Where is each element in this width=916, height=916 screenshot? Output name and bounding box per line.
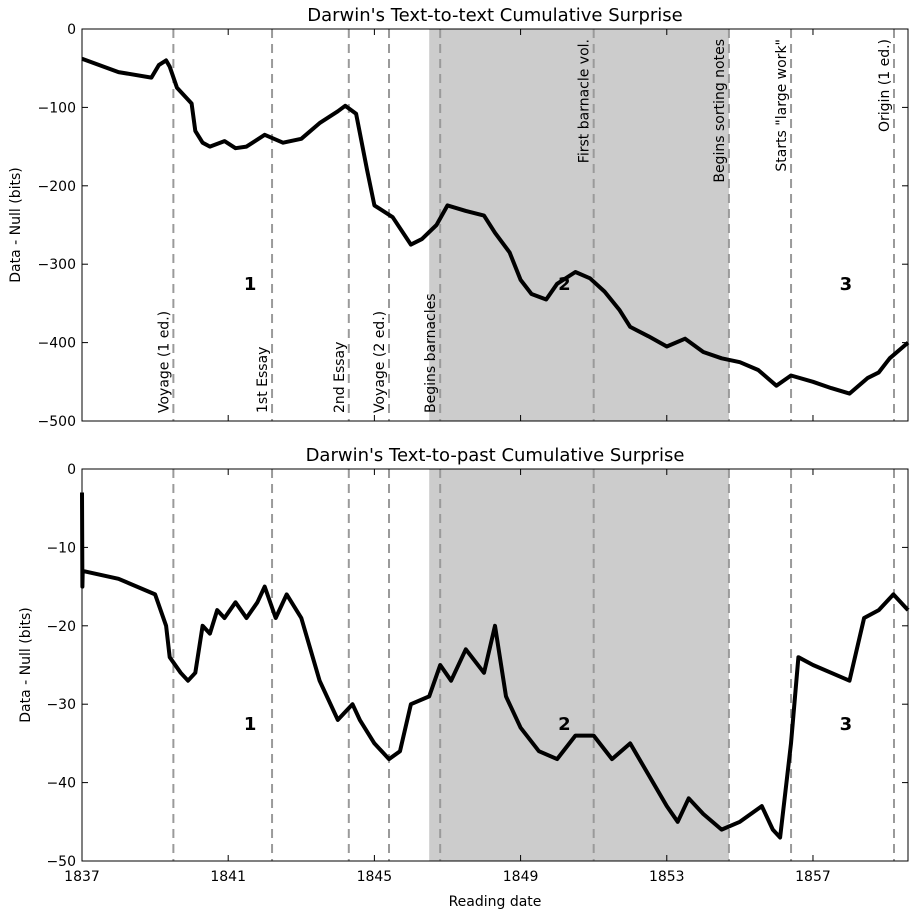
x-axis-label: Reading date (449, 894, 542, 910)
y-tick-label: −10 (46, 540, 76, 556)
shaded-barnacle-period (429, 469, 729, 861)
x-tick-label: 1841 (210, 869, 246, 885)
y-tick-label: −50 (46, 854, 76, 870)
chart-panel-text-to-text: Voyage (1 ed.) 1st Essay 2nd Essay Voyage (… (8, 5, 910, 430)
y-tick-label: 0 (67, 22, 76, 38)
period-label: 3 (840, 714, 853, 735)
period-labels: 1 2 3 (244, 714, 852, 735)
plot-frame (81, 468, 909, 862)
y-axis-label: Data - Null (bits) (8, 167, 24, 282)
x-tick-label: 1849 (503, 869, 539, 885)
period-label: 2 (558, 274, 571, 295)
y-tick-label: −300 (38, 257, 76, 273)
y-axis-label: Data - Null (bits) (18, 607, 34, 722)
x-tick-label: 1857 (795, 869, 831, 885)
chart-title: Darwin's Text-to-past Cumulative Surpris… (306, 445, 685, 466)
x-tick-label: 1837 (64, 869, 100, 885)
event-label: 1st Essay (255, 347, 271, 413)
period-label: 1 (244, 714, 257, 735)
x-tick-label: 1853 (649, 869, 685, 885)
y-tick-label: 0 (67, 462, 76, 478)
chart-title: Darwin's Text-to-text Cumulative Surpris… (307, 5, 683, 26)
plot-frame (81, 28, 909, 422)
axis-ticks: 0 −100 −200 −300 −400 −500 (38, 22, 908, 430)
period-label: 3 (840, 274, 853, 295)
y-tick-label: −20 (46, 619, 76, 635)
event-label: Origin (1 ed.) (877, 39, 893, 132)
y-tick-label: −30 (46, 697, 76, 713)
y-tick-label: −100 (38, 100, 76, 116)
event-lines (172, 469, 895, 861)
event-label: Begins sorting notes (712, 39, 728, 183)
period-label: 1 (244, 274, 257, 295)
event-label: 2nd Essay (332, 342, 348, 413)
shaded-barnacle-period (429, 29, 729, 421)
x-tick-label: 1845 (357, 869, 393, 885)
series-line (80, 492, 910, 840)
event-label: Voyage (1 ed.) (156, 311, 172, 413)
event-label: Voyage (2 ed.) (372, 311, 388, 413)
period-label: 2 (558, 714, 571, 735)
event-label: First barnacle vol. (577, 39, 593, 163)
y-tick-label: −500 (38, 414, 76, 430)
event-lines: Voyage (1 ed.) 1st Essay 2nd Essay Voyage (… (156, 29, 895, 421)
series-line (81, 56, 910, 396)
y-tick-label: −200 (38, 179, 76, 195)
event-label: Starts "large work" (774, 39, 790, 172)
y-tick-label: −40 (46, 776, 76, 792)
period-labels: 1 2 3 (244, 274, 852, 295)
event-label: Begins barnacles (423, 293, 439, 413)
y-tick-label: −400 (38, 336, 76, 352)
